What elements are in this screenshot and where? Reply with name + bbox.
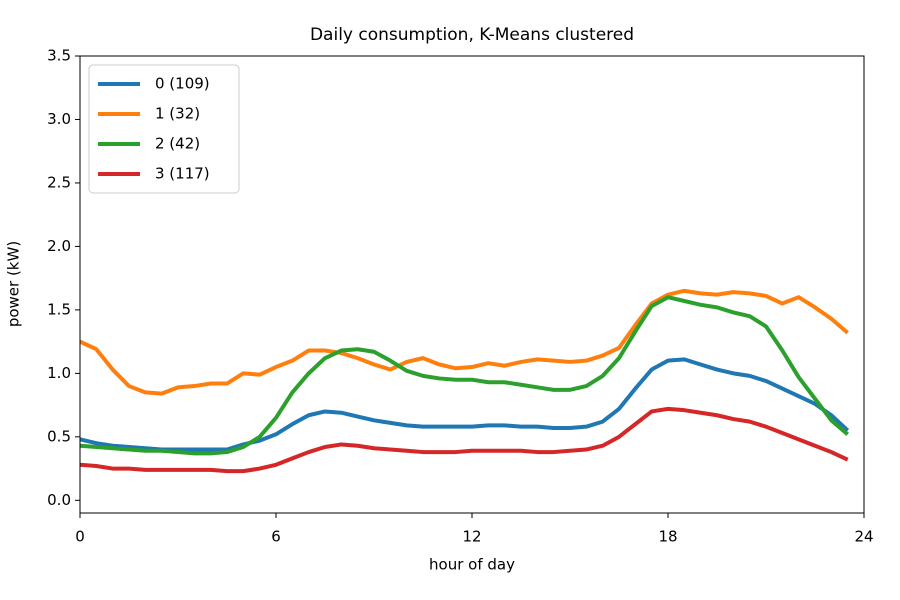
legend-box <box>88 64 240 194</box>
series-line <box>80 288 849 396</box>
plot-frame <box>79 55 865 514</box>
series-line <box>80 406 849 474</box>
series-line <box>80 357 850 452</box>
x-tick-label: 6 <box>271 528 281 546</box>
legend-label: 1 (32) <box>155 105 200 123</box>
legend-label: 0 (109) <box>155 75 210 93</box>
y-tick-label: 2.0 <box>47 237 71 255</box>
y-tick-label: 1.0 <box>47 364 71 382</box>
y-tick-label: 3.5 <box>47 47 71 65</box>
legend-label: 3 (117) <box>155 165 210 183</box>
chart-title: Daily consumption, K-Means clustered <box>310 25 634 45</box>
y-tick-label: 1.5 <box>47 300 71 318</box>
y-tick-label: 0.5 <box>47 427 71 445</box>
y-axis-label: power (kW) <box>5 241 23 327</box>
x-tick-label: 0 <box>75 528 85 546</box>
y-tick-label: 2.5 <box>47 173 71 191</box>
series-line <box>80 295 849 456</box>
x-tick-label: 18 <box>658 528 677 546</box>
y-tick-label: 0.0 <box>47 491 71 509</box>
x-tick-label: 24 <box>854 528 873 546</box>
y-tick-label: 3.0 <box>47 110 71 128</box>
legend-label: 2 (42) <box>155 135 200 153</box>
x-axis-label: hour of day <box>429 556 515 574</box>
x-tick-label: 12 <box>462 528 481 546</box>
